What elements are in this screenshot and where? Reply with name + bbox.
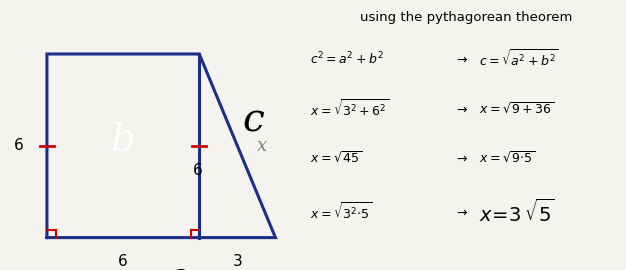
- Text: b: b: [111, 122, 136, 159]
- Text: $x=\sqrt{9+36}$: $x=\sqrt{9+36}$: [479, 102, 555, 117]
- Text: 6: 6: [193, 163, 203, 178]
- Text: x: x: [257, 137, 267, 155]
- Text: 3: 3: [232, 254, 242, 269]
- Text: $c=\sqrt{a^2+b^2}$: $c=\sqrt{a^2+b^2}$: [479, 49, 559, 70]
- Text: c: c: [242, 103, 264, 140]
- Text: a: a: [167, 262, 187, 270]
- Text: using the pythagorean theorem: using the pythagorean theorem: [360, 11, 573, 24]
- Text: $\rightarrow$: $\rightarrow$: [454, 103, 468, 116]
- Text: $x=\sqrt{45}$: $x=\sqrt{45}$: [310, 150, 362, 166]
- Text: $x=\sqrt{3^2+6^2}$: $x=\sqrt{3^2+6^2}$: [310, 99, 389, 120]
- Text: $\rightarrow$: $\rightarrow$: [454, 53, 468, 66]
- Text: 6: 6: [118, 254, 128, 269]
- Text: $\rightarrow$: $\rightarrow$: [454, 151, 468, 164]
- Text: $c^2=a^2+b^2$: $c^2=a^2+b^2$: [310, 51, 384, 68]
- Text: 6: 6: [14, 138, 24, 153]
- Text: $x\!=\!3\,\sqrt{5}$: $x\!=\!3\,\sqrt{5}$: [479, 198, 555, 225]
- Text: $\rightarrow$: $\rightarrow$: [454, 205, 468, 218]
- Text: $x=\sqrt{3^2{\cdot}5}$: $x=\sqrt{3^2{\cdot}5}$: [310, 201, 372, 222]
- Text: $x=\sqrt{9{\cdot}5}$: $x=\sqrt{9{\cdot}5}$: [479, 150, 535, 166]
